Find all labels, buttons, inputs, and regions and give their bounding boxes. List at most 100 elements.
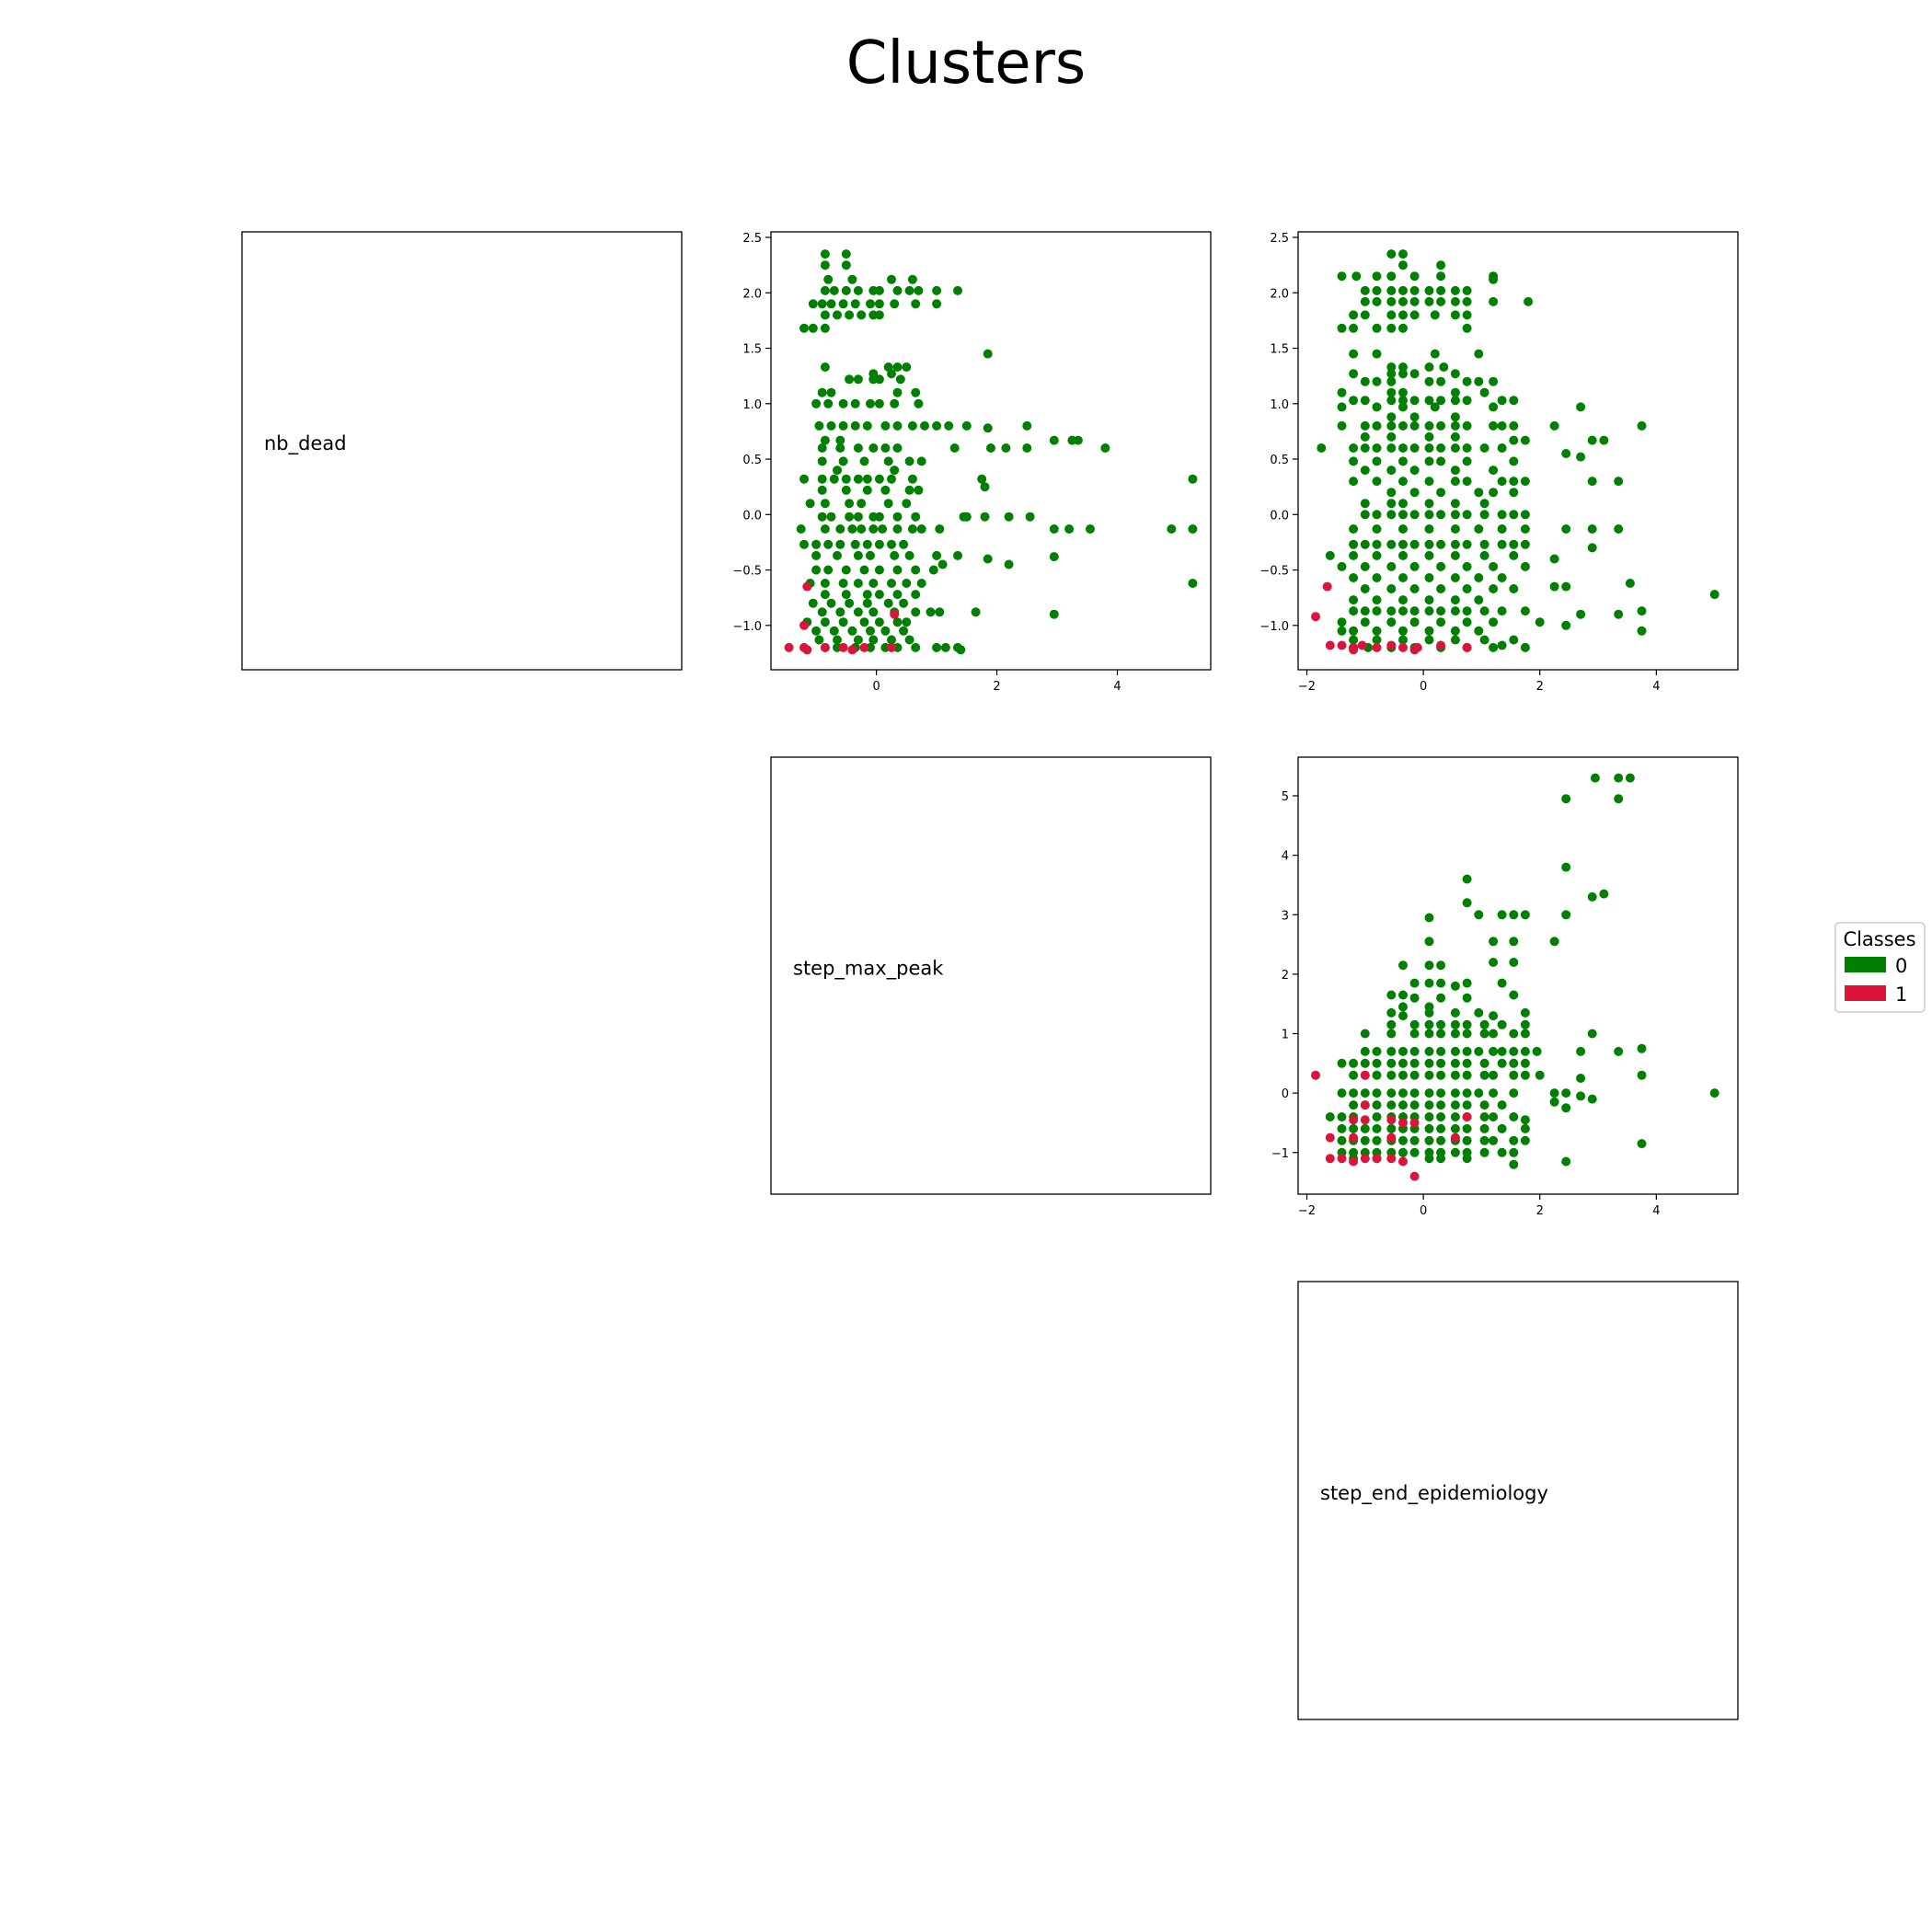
point-class-1 <box>1398 642 1408 652</box>
point-class-0 <box>1450 443 1460 453</box>
point-class-0 <box>874 617 884 627</box>
point-class-0 <box>862 539 872 549</box>
point-class-0 <box>1520 1115 1530 1125</box>
point-class-0 <box>1372 1135 1382 1145</box>
point-class-0 <box>1360 1123 1370 1133</box>
point-class-0 <box>1386 499 1397 509</box>
point-class-0 <box>1001 443 1011 453</box>
point-class-0 <box>1349 1123 1359 1133</box>
point-class-1 <box>1325 1133 1335 1143</box>
point-class-0 <box>1436 376 1446 386</box>
point-class-0 <box>838 617 848 627</box>
point-class-0 <box>1424 362 1434 372</box>
point-class-0 <box>1337 387 1347 397</box>
point-class-0 <box>1372 1100 1382 1110</box>
y-tick-label: 1.0 <box>1270 398 1289 412</box>
point-class-0 <box>1614 794 1624 804</box>
point-class-0 <box>1520 524 1530 534</box>
legend-label-class-1: 1 <box>1895 983 1907 1006</box>
point-class-0 <box>1450 1070 1460 1080</box>
point-class-0 <box>1372 626 1382 636</box>
point-class-0 <box>1386 369 1397 379</box>
point-class-0 <box>1474 376 1484 386</box>
point-class-0 <box>1450 296 1460 306</box>
point-class-0 <box>883 598 893 608</box>
point-class-0 <box>1509 1046 1519 1056</box>
point-class-0 <box>1430 349 1440 359</box>
point-class-0 <box>1489 958 1499 967</box>
point-class-0 <box>892 512 903 522</box>
point-class-0 <box>1520 1123 1530 1133</box>
point-class-0 <box>853 443 863 453</box>
point-class-0 <box>1497 1058 1507 1068</box>
point-class-0 <box>1398 510 1408 520</box>
point-class-0 <box>1462 443 1472 453</box>
point-class-0 <box>1398 1058 1408 1068</box>
point-class-0 <box>980 512 990 522</box>
point-class-0 <box>868 579 879 588</box>
point-class-1 <box>1398 1118 1408 1128</box>
point-class-0 <box>820 285 830 295</box>
point-class-0 <box>1360 584 1370 593</box>
point-class-0 <box>887 274 896 284</box>
panel-frame <box>1297 1281 1739 1720</box>
point-class-0 <box>883 456 893 466</box>
point-class-0 <box>1436 396 1446 406</box>
panel-frame <box>241 231 683 671</box>
point-class-0 <box>1462 510 1472 520</box>
point-class-0 <box>1450 1100 1460 1110</box>
point-class-0 <box>1372 606 1382 616</box>
point-class-0 <box>1398 402 1408 412</box>
point-class-0 <box>862 598 872 608</box>
point-class-0 <box>1386 376 1397 386</box>
point-class-1 <box>1360 1154 1370 1164</box>
point-class-0 <box>956 645 966 655</box>
point-class-0 <box>907 524 917 534</box>
point-class-0 <box>1462 1029 1472 1039</box>
point-class-0 <box>887 635 896 645</box>
point-class-0 <box>1450 1058 1460 1068</box>
point-class-0 <box>817 387 827 397</box>
point-class-0 <box>1386 412 1397 422</box>
point-class-0 <box>847 626 857 636</box>
point-class-0 <box>1479 539 1489 549</box>
point-class-0 <box>1386 323 1397 333</box>
point-class-0 <box>850 398 860 408</box>
point-class-0 <box>826 387 836 397</box>
point-class-0 <box>1049 609 1059 619</box>
point-class-0 <box>814 635 824 645</box>
point-class-0 <box>1372 420 1382 431</box>
variable-label: nb_dead <box>264 432 347 455</box>
point-class-0 <box>817 456 827 466</box>
point-class-0 <box>1599 889 1609 899</box>
point-class-0 <box>845 499 855 509</box>
point-class-1 <box>1386 1133 1397 1143</box>
point-class-0 <box>1561 524 1571 534</box>
point-class-0 <box>1372 271 1382 282</box>
point-class-0 <box>1614 477 1624 487</box>
point-class-0 <box>983 423 993 433</box>
point-class-0 <box>823 398 834 408</box>
point-class-0 <box>1409 617 1420 627</box>
point-class-0 <box>1188 579 1198 588</box>
point-class-0 <box>1386 1088 1397 1098</box>
series-class-1 <box>784 581 900 655</box>
point-class-0 <box>1424 1019 1434 1029</box>
point-class-0 <box>853 607 863 617</box>
point-class-0 <box>1349 456 1359 466</box>
point-class-0 <box>862 590 872 600</box>
point-class-0 <box>808 299 818 309</box>
point-class-0 <box>1436 617 1446 627</box>
point-class-0 <box>1436 1123 1446 1133</box>
point-class-0 <box>1489 274 1499 284</box>
point-class-0 <box>1337 420 1347 431</box>
point-class-0 <box>1436 456 1446 466</box>
point-class-0 <box>914 285 924 295</box>
point-class-0 <box>1614 1046 1624 1056</box>
point-class-0 <box>1462 1123 1472 1133</box>
point-class-1 <box>1357 640 1367 650</box>
point-class-0 <box>1561 794 1571 804</box>
point-class-0 <box>1409 396 1420 406</box>
point-class-0 <box>1479 1100 1489 1110</box>
